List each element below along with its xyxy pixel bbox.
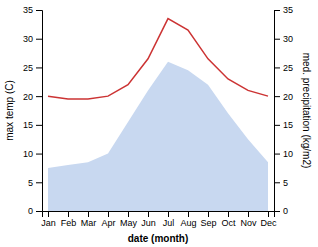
tick-label: Aug [180,218,196,228]
tick-mark [268,211,269,217]
tick: 10 [274,149,293,159]
tick-label: 10 [283,149,293,159]
tick: Jul [163,211,175,228]
tick-label: 20 [283,92,293,102]
tick-label: 35 [283,5,293,15]
tick-label: 15 [23,120,33,130]
tick-mark [274,96,280,97]
tick: Oct [221,211,236,228]
tick-mark [248,211,249,217]
tick-mark [274,211,280,212]
y-axis-title: max temp (C) [4,80,15,141]
tick: 20 [23,92,42,102]
tick: Dec [260,211,277,228]
tick-mark [274,182,280,183]
tick: 20 [274,92,293,102]
tick: May [120,211,138,228]
tick-label: 5 [283,178,288,188]
tick: 0 [28,206,42,216]
tick: Feb [61,211,77,228]
tick-label: 25 [23,63,33,73]
tick-mark [36,39,42,40]
line [48,19,268,99]
axis-line [275,11,281,212]
tick: 5 [28,178,42,188]
tick-mark [208,211,209,217]
tick-mark [188,211,189,217]
tick-label: Feb [61,218,77,228]
tick-label: Jul [163,218,175,228]
x-axis-title: date (month) [128,233,189,244]
tick-label: 10 [23,149,33,159]
tick: 5 [274,178,288,188]
tick-mark [36,67,42,68]
tick-label: 30 [23,34,33,44]
tick: 30 [23,34,42,44]
tick: Nov [240,211,257,228]
tick-mark [68,211,69,217]
tick-mark [36,154,42,155]
tick-mark [36,10,42,11]
tick: 35 [274,5,293,15]
tick-mark [36,96,42,97]
tick-mark [48,211,49,217]
tick: Jun [141,211,156,228]
tick: 10 [23,149,42,159]
tick-label: Jun [141,218,156,228]
tick-mark [274,67,280,68]
y-axis: 0 5 10 15 20 25 30 35 [23,5,43,216]
tick: Aug [180,211,196,228]
tick-label: 20 [23,92,33,102]
tick-label: Apr [101,218,115,228]
tick-mark [274,39,280,40]
tick-mark [274,10,280,11]
tick-label: 0 [283,206,288,216]
tick-label: 0 [28,206,33,216]
tick-label: 15 [283,120,293,130]
tick-label: Oct [221,218,236,228]
marks [48,19,268,211]
chart: Jan Feb Mar Apr MayJun Jul Aug Sep Oct NovDec 0 5 10… [0,0,318,247]
tick: 25 [274,63,293,73]
tick-mark [88,211,89,217]
tick-label: 25 [283,63,293,73]
tick-label: 5 [28,178,33,188]
tick-label: 30 [283,34,293,44]
area [48,62,268,211]
tick-mark [274,125,280,126]
y2-axis: 0 5 10 15 20 25 30 35 [274,5,293,216]
tick-label: Mar [81,218,97,228]
tick: Mar [81,211,97,228]
tick-label: Dec [260,218,277,228]
tick: Jan [41,211,56,228]
axis-line [36,11,43,212]
tick: Apr [101,211,115,228]
tick: 35 [23,5,42,15]
tick-mark [108,211,109,217]
tick: Sep [200,211,216,228]
tick-mark [36,182,42,183]
tick-label: 35 [23,5,33,15]
x-axis: Jan Feb Mar Apr MayJun Jul Aug Sep Oct NovDec [41,211,277,228]
tick-mark [274,154,280,155]
tick-label: Sep [200,218,216,228]
plot: Jan Feb Mar Apr MayJun Jul Aug Sep Oct NovDec 0 5 10… [4,5,312,244]
tick: 30 [274,34,293,44]
tick: 15 [274,120,293,130]
tick-label: Nov [240,218,257,228]
tick: 25 [23,63,42,73]
axis-line [43,212,275,218]
tick: 0 [274,206,288,216]
tick-mark [228,211,229,217]
tick-label: Jan [41,218,56,228]
tick-mark [36,211,42,212]
tick: 15 [23,120,42,130]
tick-mark [128,211,129,217]
tick-mark [168,211,169,217]
tick-mark [148,211,149,217]
tick-label: May [120,218,138,228]
y2-axis-title: med. precipitation (kg/m2) [301,53,312,169]
tick-mark [36,125,42,126]
